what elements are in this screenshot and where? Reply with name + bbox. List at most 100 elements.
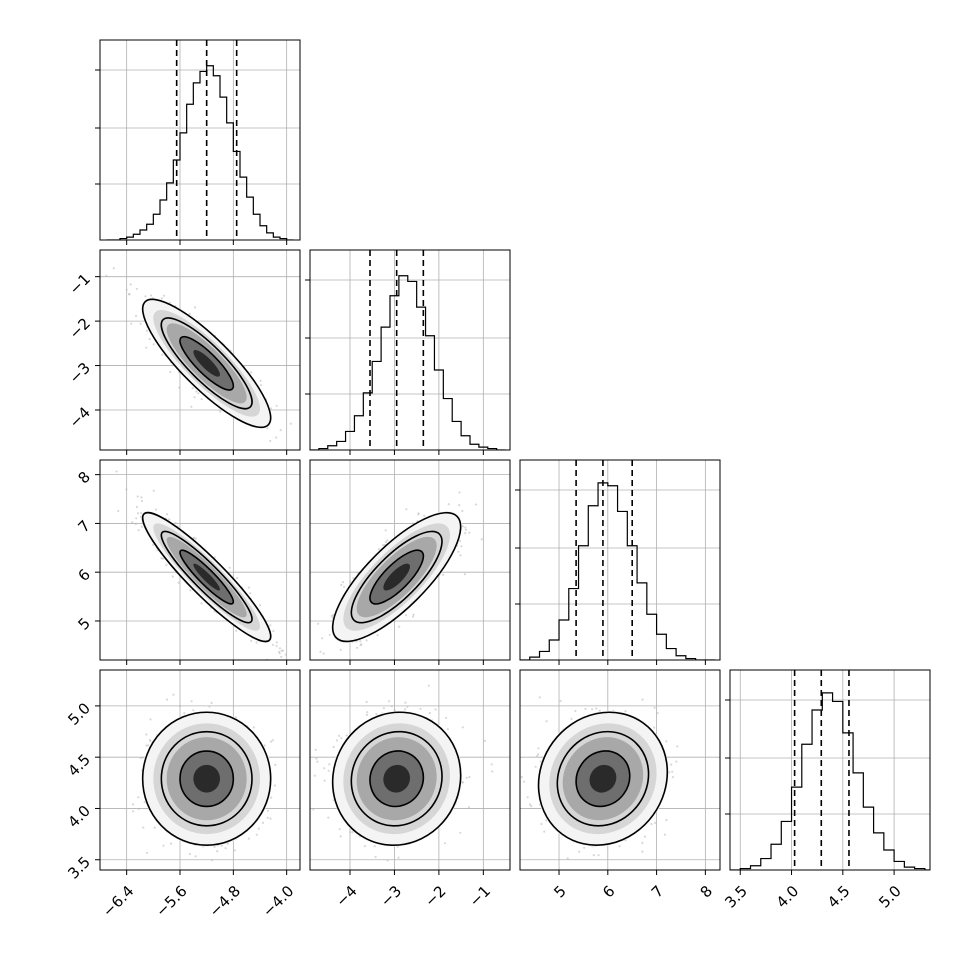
scatter-point [328, 763, 331, 766]
scatter-point [145, 329, 149, 332]
scatter-panel-3-1: −4 −3 −2 −1 [309, 669, 511, 910]
scatter-point [219, 410, 222, 413]
scatter-point [464, 528, 467, 531]
scatter-point [115, 470, 118, 473]
scatter-panel-1-0: −4−3−2−1 [66, 249, 301, 455]
scatter-point [442, 573, 445, 576]
histogram-1 [310, 275, 506, 450]
scatter-point [178, 386, 181, 389]
scatter-point [274, 763, 277, 767]
scatter-point [275, 436, 278, 439]
scatter-point [365, 639, 368, 642]
scatter-point [177, 581, 180, 584]
scatter-point [226, 842, 229, 845]
scatter-point [271, 739, 274, 742]
scatter-point [289, 422, 292, 425]
scatter-point [233, 849, 236, 852]
scatter-point [161, 557, 165, 560]
scatter-point [236, 576, 239, 580]
scatter-point [278, 652, 281, 655]
scatter-point [417, 512, 420, 515]
scatter-point [137, 512, 140, 515]
contour-line-2 [369, 549, 425, 605]
scatter-point [464, 526, 467, 529]
scatter-point [168, 518, 171, 521]
y-tick-label: 5.0 [64, 699, 94, 729]
scatter-point [359, 644, 362, 647]
contour-line-2 [179, 335, 235, 391]
scatter-point [135, 505, 138, 509]
scatter-point [266, 809, 270, 812]
scatter-point [132, 803, 135, 806]
scatter-point [112, 267, 115, 270]
scatter-point [130, 322, 133, 325]
density-band [193, 563, 220, 591]
scatter-point [330, 614, 333, 618]
scatter-point [280, 649, 283, 653]
scatter-point [278, 647, 282, 650]
scatter-point [135, 314, 138, 318]
scatter-point [385, 540, 388, 544]
scatter-point [315, 757, 318, 760]
density-3-0 [132, 693, 277, 870]
scatter-point [272, 630, 275, 633]
scatter-point [149, 294, 153, 297]
scatter-point [355, 646, 359, 649]
scatter-point [216, 850, 219, 853]
scatter-point [255, 833, 258, 836]
y-tick-label: 4.0 [64, 802, 94, 832]
scatter-point [463, 573, 466, 576]
scatter-point [140, 511, 143, 515]
histogram-panel-2 [515, 459, 721, 665]
contour-line-1 [160, 730, 253, 827]
scatter-point [322, 652, 325, 655]
scatter-point [459, 554, 462, 557]
scatter-point [275, 641, 278, 644]
scatter-point [468, 531, 471, 534]
scatter-point [340, 737, 343, 740]
scatter-point [228, 566, 231, 569]
scatter-point [200, 398, 203, 401]
scatter-point [339, 648, 342, 651]
scatter-point [197, 392, 200, 395]
scatter-point [381, 544, 385, 547]
scatter-point [328, 633, 331, 636]
scatter-point [148, 738, 151, 742]
scatter-point [145, 346, 148, 349]
scatter-point [191, 387, 194, 390]
scatter-point [144, 295, 147, 298]
scatter-point [458, 491, 461, 494]
scatter-point [148, 338, 151, 341]
scatter-point [247, 586, 251, 589]
scatter-point [161, 353, 164, 356]
scatter-point [160, 297, 164, 300]
y-tick-label: −1 [66, 270, 94, 298]
scatter-point [339, 835, 342, 838]
axes-frame [309, 459, 511, 661]
scatter-point [393, 708, 396, 712]
contour-line-0 [331, 511, 462, 643]
scatter-point [193, 306, 197, 309]
scatter-point [162, 844, 165, 847]
scatter-point [136, 495, 139, 498]
scatter-point [213, 845, 216, 848]
scatter-point [461, 525, 464, 528]
scatter-point [145, 733, 148, 736]
x-tick-label: −6.4 [99, 882, 137, 920]
contour-line-0 [141, 298, 272, 429]
scatter-point [194, 855, 197, 858]
scatter-point [270, 740, 273, 743]
scatter-point [405, 614, 408, 617]
x-tick-label: −5.6 [152, 882, 190, 920]
density-1-0 [105, 267, 292, 450]
scatter-point [365, 700, 368, 704]
scatter-point [341, 581, 345, 584]
scatter-point [179, 705, 182, 708]
scatter-point [412, 613, 415, 616]
scatter-point [145, 744, 148, 747]
scatter-point [188, 312, 191, 315]
scatter-point [140, 525, 143, 528]
scatter-point [168, 301, 171, 304]
scatter-point [376, 634, 379, 637]
